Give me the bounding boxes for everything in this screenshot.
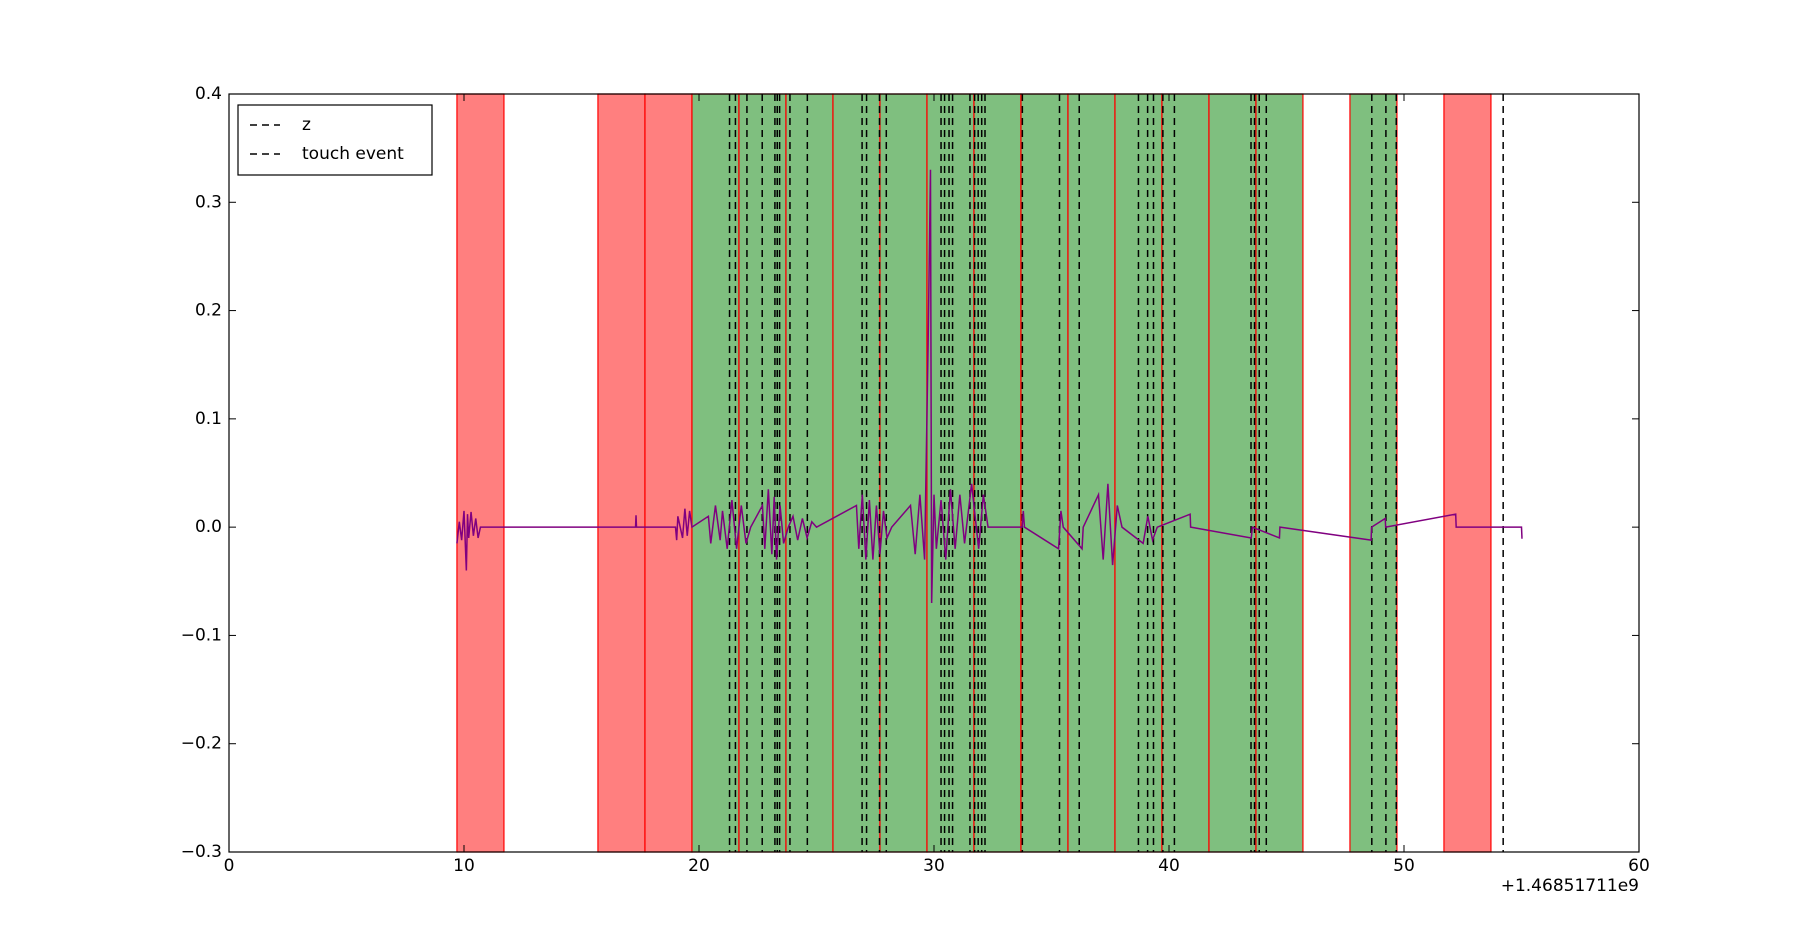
legend-box — [237, 104, 433, 176]
x-tick-label: 30 — [923, 856, 945, 876]
x-tick-label: 50 — [1393, 856, 1415, 876]
span — [1208, 93, 1257, 853]
y-tick-label: −0.3 — [181, 842, 222, 862]
span — [1349, 93, 1398, 853]
span — [1443, 93, 1492, 853]
span — [456, 93, 505, 853]
y-tick-label: 0.0 — [195, 517, 222, 537]
span — [597, 93, 646, 853]
span — [1255, 93, 1304, 853]
legend-label: touch event — [302, 144, 404, 164]
legend: z touch event — [237, 104, 433, 176]
y-tick-label: 0.4 — [195, 84, 222, 104]
y-tick-label: −0.1 — [181, 625, 222, 645]
span — [691, 93, 740, 853]
span — [644, 93, 693, 853]
span — [785, 93, 834, 853]
x-offset-label: +1.46851711e9 — [1501, 876, 1639, 896]
span — [832, 93, 881, 853]
span — [926, 93, 975, 853]
y-tick-label: 0.3 — [195, 192, 222, 212]
spans — [456, 93, 1492, 853]
span — [1020, 93, 1069, 853]
lines — [456, 169, 1523, 603]
span — [1067, 93, 1116, 853]
y-tick-label: 0.2 — [195, 301, 222, 321]
x-tick-label: 0 — [224, 856, 235, 876]
series-line — [456, 169, 1523, 603]
y-tick-label: 0.1 — [195, 409, 222, 429]
y-tick-label: −0.2 — [181, 734, 222, 754]
x-tick-label: 40 — [1158, 856, 1180, 876]
x-tick-label: 60 — [1628, 856, 1650, 876]
axes: 0 10 20 30 40 50 60 −0.3 −0.2 −0.1 0.0 0.1 0.2 0.3 0.4… — [181, 84, 1650, 876]
x-tick-label: 20 — [688, 856, 710, 876]
touch-events — [728, 94, 1504, 852]
legend-label: z — [302, 115, 311, 135]
x-tick-label: 10 — [453, 856, 475, 876]
span — [1161, 93, 1210, 853]
